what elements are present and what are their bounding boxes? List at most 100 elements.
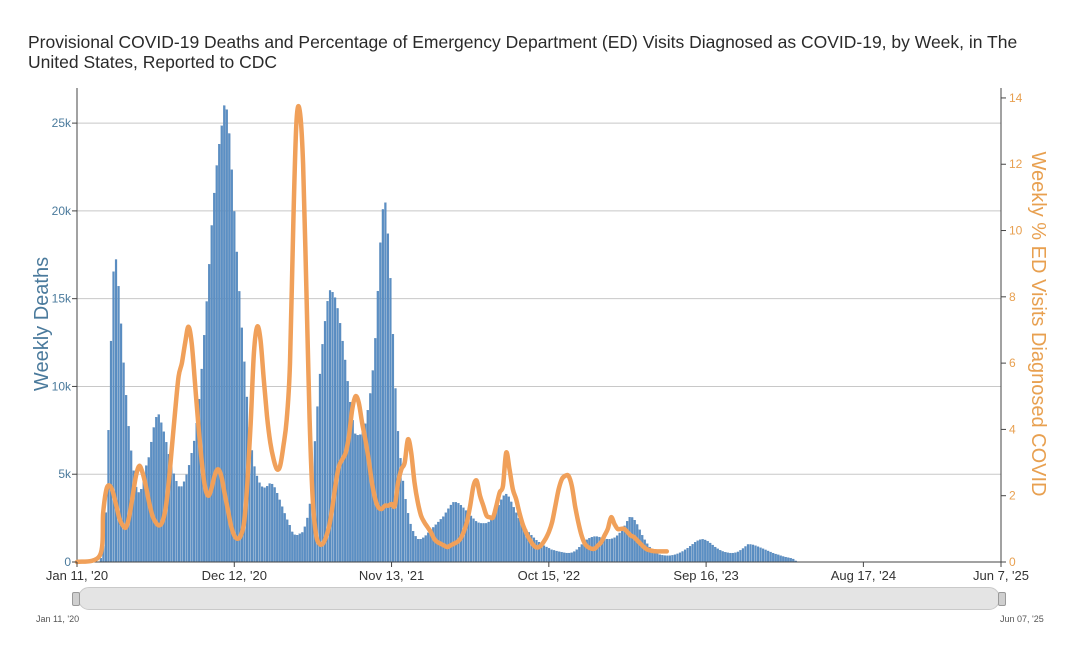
deaths-bar	[346, 381, 349, 563]
deaths-bar	[283, 513, 286, 563]
range-end-label: Jun 07, '25	[1000, 614, 1044, 624]
deaths-bar	[205, 301, 208, 563]
deaths-bar	[701, 539, 704, 563]
range-handle-left[interactable]	[72, 592, 80, 606]
deaths-bar	[182, 481, 186, 563]
deaths-bar	[515, 512, 518, 563]
deaths-bar	[759, 547, 762, 563]
deaths-bar	[686, 548, 689, 563]
deaths-bar	[558, 551, 561, 563]
deaths-bar	[291, 531, 294, 563]
axes	[76, 88, 1002, 563]
deaths-bar	[323, 321, 327, 563]
deaths-bar	[276, 493, 279, 563]
deaths-bar	[547, 548, 551, 563]
deaths-bar	[306, 517, 309, 563]
deaths-bar	[266, 486, 269, 563]
deaths-bar	[412, 531, 415, 563]
left-tick-label: 10k	[52, 379, 72, 393]
deaths-bar	[263, 487, 266, 563]
deaths-bar	[220, 125, 223, 563]
deaths-bar	[756, 546, 760, 563]
deaths-bar	[366, 410, 369, 563]
deaths-bar	[351, 420, 354, 563]
deaths-bar	[608, 539, 611, 563]
deaths-bar	[626, 521, 629, 563]
deaths-bar	[517, 517, 520, 563]
deaths-bar	[452, 502, 455, 563]
range-handle-right[interactable]	[998, 592, 1006, 606]
deaths-bar	[749, 544, 752, 563]
deaths-bar	[719, 550, 722, 563]
deaths-bar	[550, 549, 553, 563]
deaths-bar	[203, 335, 206, 563]
deaths-bar	[772, 553, 775, 563]
deaths-bar	[386, 233, 390, 563]
deaths-bar	[210, 225, 213, 563]
deaths-bar	[721, 551, 724, 563]
deaths-bar	[761, 548, 765, 563]
deaths-bar	[140, 489, 143, 563]
deaths-bar	[109, 340, 113, 563]
deaths-bar	[500, 499, 503, 563]
deaths-bar	[233, 211, 236, 563]
deaths-bar	[777, 554, 780, 563]
deaths-bar	[563, 552, 566, 563]
deaths-bar	[746, 544, 750, 563]
deaths-bar	[714, 546, 717, 563]
deaths-bar	[744, 546, 747, 563]
deaths-bar	[104, 512, 108, 563]
range-slider-track[interactable]	[78, 587, 1000, 610]
deaths-bar	[278, 499, 281, 563]
x-tick-label: Sep 16, '23	[673, 568, 738, 583]
deaths-bar	[439, 519, 442, 563]
deaths-bar	[195, 423, 198, 563]
deaths-bar	[505, 493, 508, 563]
deaths-bar	[666, 555, 669, 563]
deaths-bar	[308, 503, 311, 563]
deaths-bar	[658, 554, 661, 563]
deaths-bar	[782, 556, 785, 563]
deaths-bar	[258, 482, 261, 563]
deaths-bar	[333, 297, 337, 563]
deaths-bar	[767, 550, 770, 563]
deaths-bar	[469, 515, 473, 563]
deaths-bar	[175, 480, 178, 563]
deaths-bar	[235, 251, 238, 563]
deaths-bar	[502, 495, 505, 563]
deaths-bar	[218, 144, 221, 563]
deaths-bar	[449, 504, 452, 563]
deaths-bar	[255, 475, 259, 563]
deaths-bar	[341, 340, 344, 563]
range-slider[interactable]	[72, 586, 1006, 610]
deaths-bar	[631, 517, 634, 563]
deaths-bar	[177, 486, 181, 563]
deaths-bar	[447, 508, 450, 563]
deaths-bar	[192, 440, 196, 563]
deaths-bar	[510, 501, 513, 563]
right-tick-label: 0	[1009, 555, 1016, 569]
deaths-bar	[477, 522, 480, 563]
deaths-bar	[321, 344, 324, 563]
x-tick-label: Oct 15, '22	[518, 568, 580, 583]
deaths-bar	[716, 548, 719, 563]
deaths-bar	[427, 532, 430, 563]
deaths-bar	[628, 517, 631, 563]
deaths-bar	[615, 535, 619, 563]
deaths-bar	[419, 539, 422, 563]
deaths-bar	[668, 555, 672, 563]
deaths-bar	[155, 417, 158, 563]
deaths-bar	[301, 532, 304, 563]
deaths-bar	[472, 518, 475, 563]
right-tick-label: 2	[1009, 489, 1016, 503]
deaths-bar	[303, 526, 306, 563]
deaths-bar	[490, 519, 493, 563]
deaths-bar	[406, 513, 410, 563]
deaths-bar	[610, 538, 614, 563]
deaths-bar	[691, 544, 694, 563]
right-axis-title: Weekly % ED Visits Diagnosed COVID	[1027, 152, 1049, 497]
deaths-bar	[535, 540, 538, 563]
left-axis-ticks: 0 5k 10k 15k 20k 25k	[52, 116, 77, 569]
deaths-bar	[673, 554, 677, 563]
deaths-bar	[125, 395, 128, 563]
